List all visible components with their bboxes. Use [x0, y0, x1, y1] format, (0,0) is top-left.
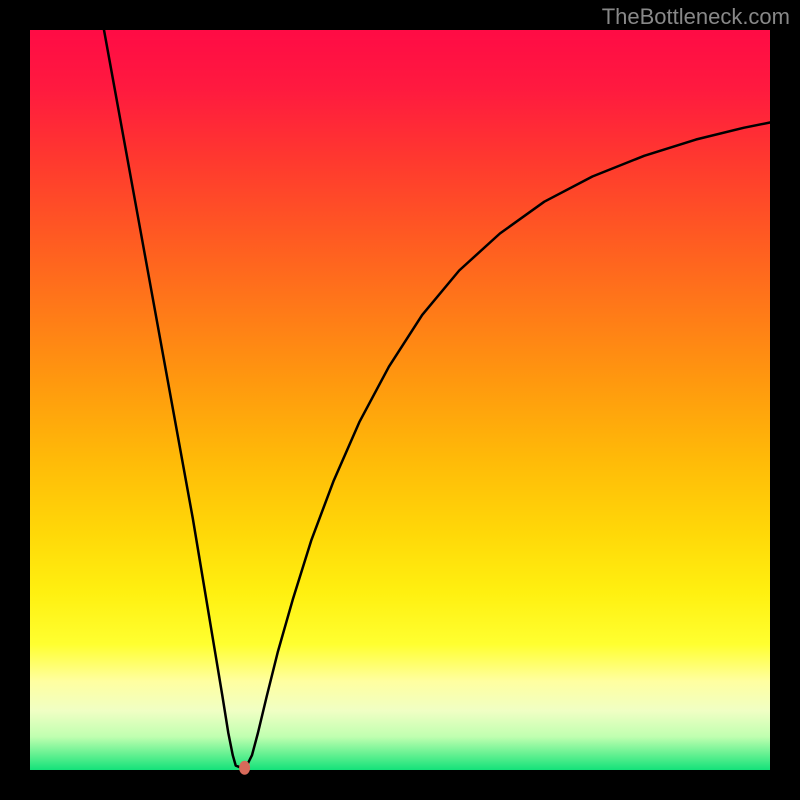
chart-container: TheBottleneck.com: [0, 0, 800, 800]
watermark-text: TheBottleneck.com: [602, 4, 790, 30]
bottleneck-chart: [0, 0, 800, 800]
